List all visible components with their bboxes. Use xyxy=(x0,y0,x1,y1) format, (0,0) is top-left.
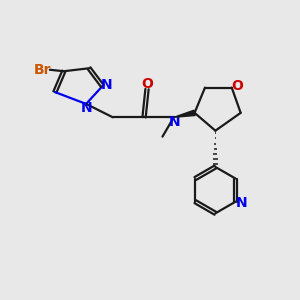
Text: O: O xyxy=(231,80,243,93)
Text: N: N xyxy=(236,196,247,210)
Text: N: N xyxy=(101,78,112,92)
Text: O: O xyxy=(142,77,154,91)
Text: N: N xyxy=(81,101,92,115)
Text: N: N xyxy=(168,116,180,129)
Polygon shape xyxy=(174,110,195,117)
Text: Br: Br xyxy=(34,63,51,77)
